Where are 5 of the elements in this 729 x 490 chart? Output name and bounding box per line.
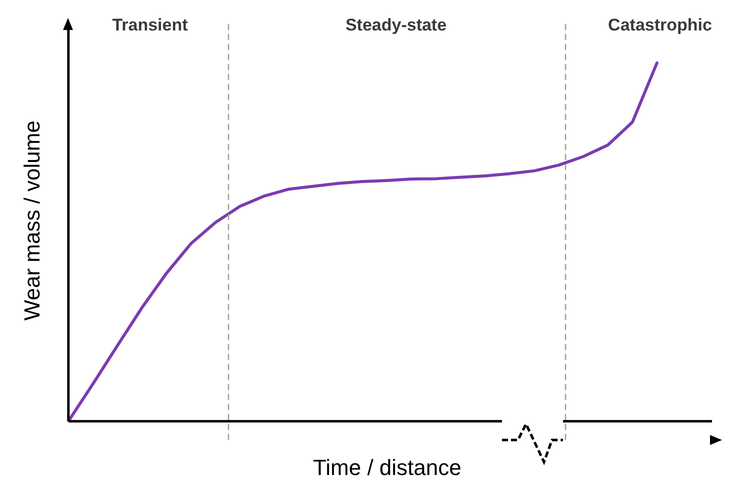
y-axis-title: Wear mass / volume [19,120,44,321]
text: Steady-state [345,16,447,35]
text: Catastrophic [608,16,712,35]
x-axis-title: Time / distance [313,454,462,480]
text: Transient [112,16,188,35]
